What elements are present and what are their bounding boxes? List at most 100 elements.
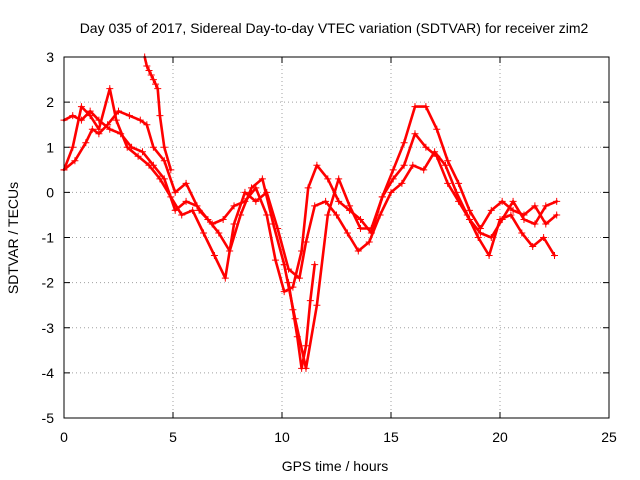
- y-tick-label: -3: [42, 320, 55, 336]
- grid-lines: [64, 57, 609, 418]
- y-axis-label: SDTVAR / TECUs: [5, 182, 21, 294]
- data-point: [69, 143, 77, 151]
- data-point: [193, 202, 201, 210]
- data-point: [106, 85, 114, 93]
- data-point: [444, 179, 452, 187]
- data-point: [398, 179, 406, 187]
- data-point: [455, 179, 463, 187]
- tick-labels: 0 5 10 15 20 25 -5 -4 -3 -2 -1 0 1 2 3: [42, 49, 617, 445]
- data-point: [106, 125, 114, 133]
- data-point: [82, 139, 90, 147]
- data-point: [485, 252, 493, 260]
- data-point: [411, 130, 419, 138]
- data-point: [422, 103, 430, 111]
- data-point: [531, 202, 539, 210]
- x-tick-label: 5: [169, 429, 177, 445]
- data-point: [154, 85, 162, 93]
- data-point: [498, 197, 506, 205]
- data-point: [285, 265, 293, 273]
- data-point: [149, 76, 157, 84]
- data-point: [333, 211, 340, 219]
- data-point: [433, 125, 441, 133]
- data-point: [86, 112, 94, 120]
- data-point: [215, 229, 223, 237]
- x-tick-label: 20: [492, 429, 508, 445]
- series-line: [62, 87, 556, 280]
- data-point: [452, 188, 460, 196]
- data-point: [171, 188, 179, 196]
- data-point: [487, 206, 495, 214]
- data-point: [389, 166, 397, 174]
- data-point: [149, 143, 157, 151]
- data-point: [69, 112, 77, 120]
- data-point: [182, 179, 190, 187]
- data-point: [343, 229, 351, 237]
- data-point: [88, 125, 96, 133]
- data-point: [553, 197, 561, 205]
- data-point: [322, 197, 330, 205]
- data-point: [520, 215, 528, 223]
- x-tick-label: 10: [274, 429, 290, 445]
- data-point: [431, 148, 439, 156]
- data-point: [156, 112, 164, 120]
- series-line: [143, 55, 173, 172]
- data-point: [324, 211, 332, 219]
- data-point: [518, 229, 526, 237]
- data-point: [112, 116, 120, 124]
- data-point: [167, 193, 175, 201]
- data-point: [444, 157, 452, 165]
- data-point: [138, 148, 146, 156]
- data-point: [95, 125, 103, 133]
- plot-frame: [63, 56, 610, 419]
- data-point: [189, 206, 197, 214]
- data-point: [178, 211, 186, 219]
- data-point: [280, 288, 288, 296]
- data-point: [204, 215, 212, 223]
- data-point: [531, 220, 539, 228]
- data-point: [304, 184, 312, 192]
- data-point: [285, 279, 293, 287]
- data-point: [509, 197, 517, 205]
- data-point: [143, 62, 151, 70]
- data-point: [125, 112, 133, 120]
- data-point: [420, 166, 428, 174]
- data-point: [378, 193, 386, 201]
- data-point: [442, 161, 449, 169]
- data-point: [71, 157, 79, 165]
- data-point: [156, 175, 164, 183]
- data-point: [221, 274, 229, 282]
- data-point: [376, 211, 384, 219]
- data-point: [263, 188, 271, 196]
- data-point: [324, 175, 332, 183]
- data-point: [136, 116, 144, 124]
- y-tick-label: 3: [46, 49, 54, 65]
- data-point: [507, 211, 515, 219]
- data-point: [152, 80, 160, 88]
- data-point: [241, 188, 249, 196]
- data-point: [356, 224, 364, 232]
- data-point: [400, 139, 408, 147]
- data-point: [313, 301, 321, 309]
- data-point: [387, 188, 395, 196]
- data-point: [540, 234, 548, 241]
- data-point: [134, 152, 142, 160]
- series-sat-c: [60, 85, 558, 282]
- y-tick-label: 2: [46, 94, 54, 110]
- data-point: [474, 234, 482, 241]
- data-point: [302, 342, 310, 350]
- data-point: [542, 202, 550, 210]
- data-point: [313, 161, 321, 169]
- chart-title: Day 035 of 2017, Sidereal Day-to-day VTE…: [80, 20, 589, 36]
- data-point: [182, 197, 190, 205]
- series-sat-b: [60, 107, 561, 372]
- data-point: [143, 121, 151, 129]
- data-point: [422, 143, 430, 151]
- data-point: [302, 238, 310, 246]
- data-point: [409, 161, 417, 169]
- data-point: [496, 215, 504, 223]
- data-point: [145, 161, 153, 169]
- x-axis-label: GPS time / hours: [282, 458, 389, 474]
- data-point: [274, 224, 282, 232]
- data-point: [476, 229, 484, 237]
